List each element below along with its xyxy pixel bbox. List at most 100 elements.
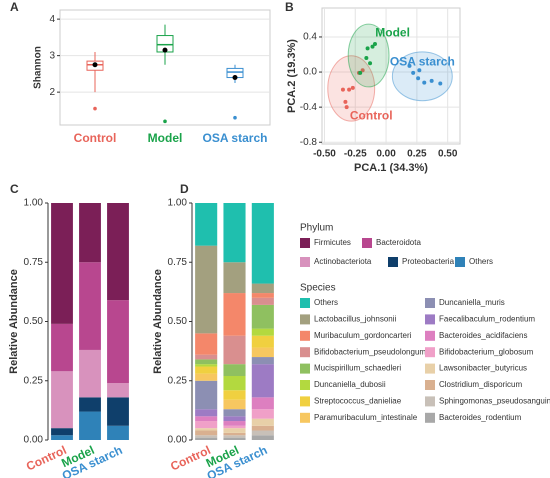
bar-segment bbox=[251, 418, 274, 426]
bar-segment bbox=[51, 203, 73, 324]
bar-segment bbox=[79, 397, 101, 412]
legend-swatch bbox=[300, 347, 310, 358]
bar-segment bbox=[251, 293, 274, 298]
bar-segment bbox=[195, 333, 218, 355]
bar-segment bbox=[195, 421, 218, 429]
point bbox=[343, 99, 348, 104]
y-tick-label: 0.75 bbox=[24, 257, 44, 268]
bar-segment bbox=[195, 435, 218, 438]
legend-swatch bbox=[300, 257, 310, 267]
point bbox=[344, 105, 349, 110]
bar-segment bbox=[195, 430, 218, 436]
bar-segment bbox=[195, 409, 218, 417]
x-tick-label: 0.00 bbox=[376, 149, 396, 160]
bar-segment bbox=[251, 397, 274, 410]
legend-swatch bbox=[300, 363, 310, 374]
group-ellipse bbox=[347, 23, 390, 88]
bar-segment bbox=[251, 435, 274, 440]
y-axis-label: Relative Abundance bbox=[152, 269, 164, 374]
bar-segment bbox=[223, 432, 246, 436]
bar-segment bbox=[79, 349, 101, 398]
bar-segment bbox=[195, 203, 218, 246]
y-tick-label: 0.0 bbox=[303, 67, 317, 78]
mean-point bbox=[162, 47, 168, 53]
bar-segment bbox=[195, 245, 218, 334]
bar-segment bbox=[251, 335, 274, 348]
y-tick-label: 0.50 bbox=[24, 316, 44, 327]
point bbox=[365, 46, 370, 51]
mean-point bbox=[232, 75, 238, 81]
group-label: Control bbox=[350, 109, 393, 123]
outlier bbox=[93, 106, 97, 111]
legend-swatch bbox=[388, 257, 398, 267]
legend-swatch bbox=[300, 396, 310, 407]
x-tick-label: -0.25 bbox=[344, 149, 367, 160]
x-tick-label: Model bbox=[148, 131, 183, 145]
group-label: OSA starch bbox=[390, 54, 455, 68]
panel-label: B bbox=[285, 0, 294, 14]
y-tick-label: 2 bbox=[49, 87, 55, 98]
legend-label: Firmicutes bbox=[314, 238, 351, 247]
group-ellipse bbox=[391, 51, 453, 102]
mean-point bbox=[92, 62, 98, 68]
bar-segment bbox=[223, 203, 246, 263]
outlier bbox=[163, 119, 167, 124]
bar-segment bbox=[223, 262, 246, 294]
legend-label: Paramuribaculum_intestinale bbox=[314, 413, 418, 422]
panel-label: D bbox=[180, 182, 189, 196]
bar-segment bbox=[195, 380, 218, 410]
plot-frame bbox=[59, 9, 271, 126]
legend-swatch bbox=[425, 363, 435, 374]
panel-label: A bbox=[10, 0, 19, 14]
bar-segment bbox=[79, 411, 101, 440]
y-tick-label: -0.8 bbox=[300, 137, 318, 148]
point bbox=[358, 70, 363, 75]
legend-label: Bifidobacterium_globosum bbox=[439, 347, 534, 356]
x-tick-label: Control bbox=[74, 131, 117, 145]
point bbox=[350, 85, 355, 90]
bar-segment bbox=[195, 416, 218, 422]
legend-swatch bbox=[300, 330, 310, 341]
bar-segment bbox=[251, 409, 274, 419]
outlier bbox=[233, 115, 237, 120]
point bbox=[429, 78, 434, 83]
legend-swatch bbox=[300, 238, 310, 248]
point bbox=[370, 44, 375, 49]
bar-segment bbox=[251, 430, 274, 436]
y-tick-label: 4 bbox=[49, 14, 55, 25]
bar-segment bbox=[79, 203, 101, 263]
legend-label: Sphingomonas_pseudosanguinis bbox=[439, 397, 550, 406]
legend-label: Lawsonibacter_butyricus bbox=[439, 364, 527, 373]
bar-segment bbox=[223, 399, 246, 410]
point bbox=[438, 81, 443, 86]
bar-segment bbox=[195, 373, 218, 381]
legend-label: Bifidobacterium_pseudolongum bbox=[314, 347, 426, 356]
bar-segment bbox=[107, 397, 129, 426]
legend-label: Others bbox=[314, 298, 338, 307]
legend-swatch bbox=[425, 396, 435, 407]
point bbox=[411, 70, 416, 75]
legend-swatch bbox=[300, 298, 310, 308]
x-axis-label: PCA.1 (34.3%) bbox=[354, 162, 428, 174]
point bbox=[372, 41, 377, 46]
y-tick-label: 3 bbox=[49, 50, 55, 61]
y-tick-label: 0.25 bbox=[168, 375, 188, 386]
bar-segment bbox=[51, 371, 73, 429]
bar-segment bbox=[195, 366, 218, 374]
legend-label: Bacteroidota bbox=[376, 238, 421, 247]
bar-segment bbox=[223, 437, 246, 440]
y-tick-label: 1.00 bbox=[168, 198, 188, 209]
bar-segment bbox=[51, 323, 73, 372]
legend-label: Clostridium_disporicum bbox=[439, 380, 522, 389]
legend-label: Bacteroides_acidifaciens bbox=[439, 331, 528, 340]
bar-segment bbox=[223, 428, 246, 433]
x-tick-label: OSA starch bbox=[203, 131, 268, 145]
y-tick-label: 0.50 bbox=[168, 316, 188, 327]
x-tick-label: 0.25 bbox=[407, 149, 427, 160]
bar-segment bbox=[195, 428, 218, 431]
legend-label: Proteobacteria bbox=[402, 257, 455, 266]
bar-segment bbox=[107, 203, 129, 301]
point bbox=[340, 87, 345, 92]
y-tick-label: 0.25 bbox=[24, 375, 44, 386]
legend-label: Streptococcus_danieliae bbox=[314, 397, 402, 406]
